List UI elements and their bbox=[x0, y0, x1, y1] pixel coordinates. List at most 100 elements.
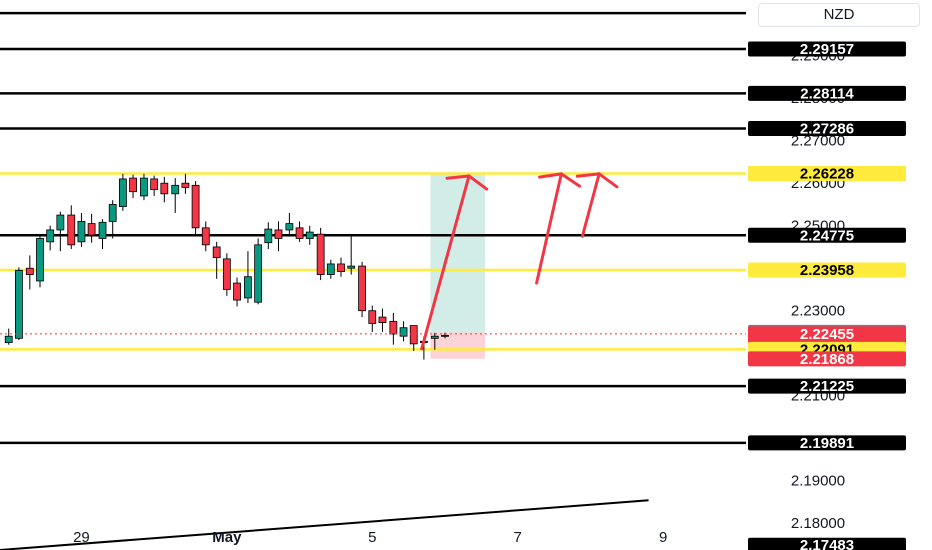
candle-body bbox=[191, 184, 200, 229]
price-tag-label: 2.27286 bbox=[800, 121, 854, 138]
price-tag-label: 2.26228 bbox=[800, 166, 854, 183]
price-tag-bg bbox=[748, 166, 906, 182]
candle bbox=[399, 321, 408, 342]
candle-body bbox=[430, 335, 439, 339]
candle-body bbox=[254, 244, 263, 303]
candle bbox=[222, 253, 231, 296]
candle-body bbox=[129, 177, 137, 193]
candle bbox=[430, 332, 439, 350]
price-tag: 2.23958 bbox=[748, 262, 906, 279]
price-tag-bg bbox=[748, 537, 906, 550]
candle-body bbox=[441, 334, 449, 337]
price-tag: 2.19891 bbox=[748, 435, 906, 452]
candle bbox=[25, 255, 34, 290]
price-tag-label: 2.29157 bbox=[800, 41, 854, 58]
candle-body bbox=[118, 178, 127, 207]
profit-zone bbox=[430, 173, 485, 333]
price-tick-label: 2.18000 bbox=[791, 515, 845, 532]
candle bbox=[389, 312, 398, 345]
arrow-shaft bbox=[420, 174, 471, 351]
arrow bbox=[575, 172, 619, 238]
price-tick-label: 2.23000 bbox=[791, 303, 845, 320]
price-tag-label: 2.21225 bbox=[800, 378, 854, 395]
price-tag: 2.17483 bbox=[748, 537, 906, 550]
candle bbox=[77, 212, 86, 247]
candle-body bbox=[56, 214, 65, 231]
arrow-head bbox=[538, 172, 563, 179]
candle-body bbox=[316, 233, 325, 275]
candle bbox=[140, 173, 148, 201]
candle bbox=[285, 212, 294, 237]
candle bbox=[337, 257, 345, 277]
price-tag: 2.24775 bbox=[748, 227, 906, 244]
candle-body bbox=[347, 265, 356, 269]
candle bbox=[15, 267, 23, 341]
time-label: 5 bbox=[368, 529, 376, 546]
trendline[interactable] bbox=[0, 499, 649, 550]
candle bbox=[98, 219, 107, 250]
price-tag-label: 2.21868 bbox=[800, 351, 854, 368]
candle bbox=[409, 325, 418, 352]
candle bbox=[150, 175, 159, 196]
candle bbox=[233, 277, 241, 307]
time-label: 7 bbox=[514, 529, 522, 546]
candle bbox=[274, 221, 283, 252]
candle-body bbox=[150, 178, 159, 190]
candle bbox=[56, 211, 65, 252]
stop-zone bbox=[430, 332, 485, 359]
candle-body bbox=[46, 229, 55, 243]
price-tag-label: 2.17483 bbox=[800, 537, 854, 550]
price-tag: 2.27286 bbox=[748, 121, 906, 138]
time-label: May bbox=[212, 529, 242, 546]
candle-body bbox=[77, 221, 86, 243]
price-tag-bg bbox=[748, 41, 906, 57]
trendline-segment bbox=[0, 499, 649, 550]
arrow-head bbox=[575, 172, 601, 178]
candle-body bbox=[326, 263, 335, 275]
arrow bbox=[535, 172, 582, 285]
candle bbox=[368, 305, 377, 332]
candle-body bbox=[274, 229, 283, 239]
time-label: 9 bbox=[659, 529, 667, 546]
arrow-drawings[interactable] bbox=[420, 172, 619, 351]
arrow-head bbox=[445, 174, 471, 180]
price-tag-label: 2.23958 bbox=[800, 262, 854, 279]
candle-body bbox=[305, 231, 314, 239]
candle bbox=[46, 225, 55, 251]
candle bbox=[160, 176, 169, 203]
price-tag: 2.21225 bbox=[748, 378, 906, 395]
candle-body bbox=[98, 221, 107, 239]
candle-body bbox=[4, 335, 13, 343]
candle bbox=[129, 174, 137, 199]
price-tag-bg bbox=[748, 351, 906, 367]
candle bbox=[201, 221, 210, 252]
price-axis-tags: 2.291572.281142.272862.262292.262282.247… bbox=[748, 41, 906, 550]
candle bbox=[181, 173, 190, 194]
candlestick-series bbox=[4, 173, 449, 360]
arrow bbox=[420, 174, 489, 351]
candle-body bbox=[368, 310, 377, 324]
candle bbox=[67, 205, 76, 250]
candle-body bbox=[140, 177, 148, 197]
candle bbox=[347, 235, 356, 275]
candle-body bbox=[358, 265, 366, 312]
long-position-tool[interactable] bbox=[430, 173, 485, 359]
candle-body bbox=[36, 238, 44, 282]
candle-body bbox=[264, 228, 273, 244]
candle-body bbox=[87, 223, 96, 236]
candle bbox=[36, 235, 44, 288]
horizontal-lines[interactable] bbox=[0, 11, 746, 445]
price-tag-label: 2.24775 bbox=[800, 227, 854, 244]
candle bbox=[118, 173, 127, 211]
candle bbox=[295, 221, 304, 242]
currency-selector[interactable]: NZD bbox=[758, 3, 920, 27]
price-tag-bg bbox=[748, 435, 906, 451]
candle-body bbox=[409, 325, 418, 345]
price-tag-label: 2.28114 bbox=[800, 85, 854, 102]
price-tag: 2.26228 bbox=[748, 166, 906, 183]
candle-body bbox=[181, 182, 190, 188]
arrow-head bbox=[467, 174, 489, 191]
candle bbox=[358, 261, 366, 318]
candle-body bbox=[212, 246, 221, 258]
